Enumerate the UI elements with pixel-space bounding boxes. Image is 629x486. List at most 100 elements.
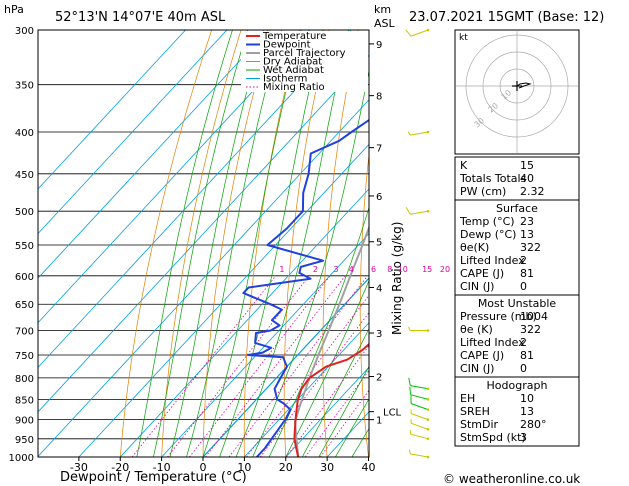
isotherm bbox=[244, 322, 369, 457]
wind-barb-flag bbox=[408, 377, 411, 386]
mu-0-label: Pressure (mb) bbox=[460, 310, 537, 323]
pressure-tick-1000: 1000 bbox=[9, 453, 34, 464]
mu-1-label: θe (K) bbox=[460, 323, 493, 336]
wet-adiabat bbox=[252, 69, 369, 457]
km-tick-5: 5 bbox=[376, 238, 382, 249]
index-0-label: K bbox=[460, 159, 468, 172]
top-indices-box bbox=[454, 156, 580, 201]
pressure-tick-650: 650 bbox=[15, 300, 34, 311]
mu-2-value: 2 bbox=[520, 336, 527, 349]
hodograph-trace bbox=[516, 82, 532, 89]
wind-barb bbox=[410, 395, 430, 411]
isotherm bbox=[38, 54, 369, 413]
wind-barb-flag bbox=[409, 449, 411, 454]
pressure-tick-600: 600 bbox=[15, 272, 34, 283]
mixing-ratio-line bbox=[189, 275, 331, 457]
mixing-ratio-line bbox=[228, 275, 368, 457]
x-tick-20: 20 bbox=[279, 461, 293, 474]
wind-barb-flag bbox=[409, 386, 412, 395]
datetime-label: 23.07.2021 15GMT (Base: 12) bbox=[409, 10, 604, 25]
km-tick-4: 4 bbox=[376, 283, 382, 294]
surface-4-value: 81 bbox=[520, 267, 534, 280]
dry-adiabat bbox=[322, 30, 359, 457]
dry-adiabat bbox=[283, 30, 330, 457]
hodo-2-value: 280° bbox=[520, 418, 547, 431]
surface-1-value: 13 bbox=[520, 228, 534, 241]
surface-1-label: Dewp (°C) bbox=[460, 228, 516, 241]
mu-2-label: Lifted Index bbox=[460, 336, 525, 349]
wind-barbs bbox=[405, 28, 430, 459]
hodo-2-label: StmDir bbox=[460, 418, 499, 431]
legend-dewpoint: Dewpoint bbox=[263, 40, 311, 51]
mixing-ratio-line bbox=[246, 294, 369, 457]
pressure-tick-800: 800 bbox=[15, 374, 34, 385]
mixing-ratio-tick-8: 8 bbox=[387, 265, 392, 274]
legend: Temperature Dewpoint Parcel Trajectory D… bbox=[241, 31, 368, 93]
wet-adiabat bbox=[301, 328, 369, 457]
km-tick-2: 2 bbox=[376, 373, 382, 384]
legend-wet: Wet Adiabat bbox=[263, 65, 324, 76]
isotherm bbox=[161, 232, 369, 457]
surface-2-value: 322 bbox=[520, 241, 541, 254]
pressure-tick-950: 950 bbox=[15, 435, 34, 446]
wind-barb-staff bbox=[410, 433, 429, 440]
wind-barb-flag bbox=[405, 207, 411, 215]
wet-adiabat bbox=[169, 30, 265, 457]
pressure-tick-350: 350 bbox=[15, 81, 34, 92]
wind-barb-staff bbox=[410, 385, 429, 390]
dry-adiabat bbox=[161, 30, 242, 457]
wind-barb bbox=[410, 419, 430, 431]
mixing-ratio-line bbox=[304, 369, 369, 457]
index-2-value: 2.32 bbox=[520, 185, 545, 198]
hodo-0-label: EH bbox=[460, 392, 475, 405]
surface-title: Surface bbox=[496, 202, 538, 215]
surface-box bbox=[454, 199, 580, 296]
mixing-ratio-line bbox=[167, 275, 310, 457]
surface-5-label: CIN (J) bbox=[460, 280, 494, 293]
mixing-ratio-line bbox=[131, 275, 277, 457]
wind-barb-flag bbox=[405, 29, 412, 37]
km-tick-1: 1 bbox=[376, 416, 382, 427]
legend-dry: Dry Adiabat bbox=[263, 57, 322, 68]
wind-barb-staff bbox=[410, 210, 429, 215]
lcl-label: LCL bbox=[383, 408, 402, 419]
isotherm bbox=[38, 30, 269, 279]
surface-5-value: 0 bbox=[520, 280, 527, 293]
isotherm bbox=[202, 277, 369, 457]
wet-adiabat bbox=[152, 30, 248, 457]
surface-2-label: θe(K) bbox=[460, 241, 489, 254]
wind-barb-base bbox=[426, 329, 430, 332]
wind-barb bbox=[408, 377, 430, 391]
wind-barb bbox=[405, 207, 430, 215]
isotherm bbox=[38, 30, 186, 190]
wind-barb-staff bbox=[410, 29, 429, 37]
wind-barb-flag bbox=[408, 326, 411, 331]
surface-3-value: 2 bbox=[520, 254, 527, 267]
mixing-ratio-line bbox=[205, 275, 346, 457]
surface-3-label: Lifted Index bbox=[460, 254, 525, 267]
hodograph-unit: kt bbox=[459, 33, 468, 43]
wind-barb-staff bbox=[410, 403, 429, 411]
hodograph-indices-box bbox=[454, 376, 580, 447]
wind-barb-base bbox=[426, 437, 430, 441]
surface-4-label: CAPE (J) bbox=[460, 267, 504, 280]
dry-adiabat bbox=[359, 151, 369, 457]
pressure-tick-450: 450 bbox=[15, 170, 34, 181]
pressure-tick-750: 750 bbox=[15, 351, 34, 362]
hodo-1-label: SREH bbox=[460, 405, 490, 418]
mixing-ratio-tick-6: 6 bbox=[371, 265, 376, 274]
wind-barb bbox=[409, 386, 430, 401]
mu-3-value: 81 bbox=[520, 349, 534, 362]
isotherm bbox=[38, 30, 310, 324]
dewpoint-line bbox=[242, 118, 369, 457]
mixing-ratio-tick-15: 15 bbox=[422, 265, 432, 274]
pressure-tick-850: 850 bbox=[15, 395, 34, 406]
mu-3-label: CAPE (J) bbox=[460, 349, 504, 362]
wind-barb bbox=[405, 28, 430, 37]
legend-parcel: Parcel Trajectory bbox=[263, 48, 346, 59]
hodo-1-value: 13 bbox=[520, 405, 534, 418]
x-tick-0: 0 bbox=[200, 461, 207, 474]
